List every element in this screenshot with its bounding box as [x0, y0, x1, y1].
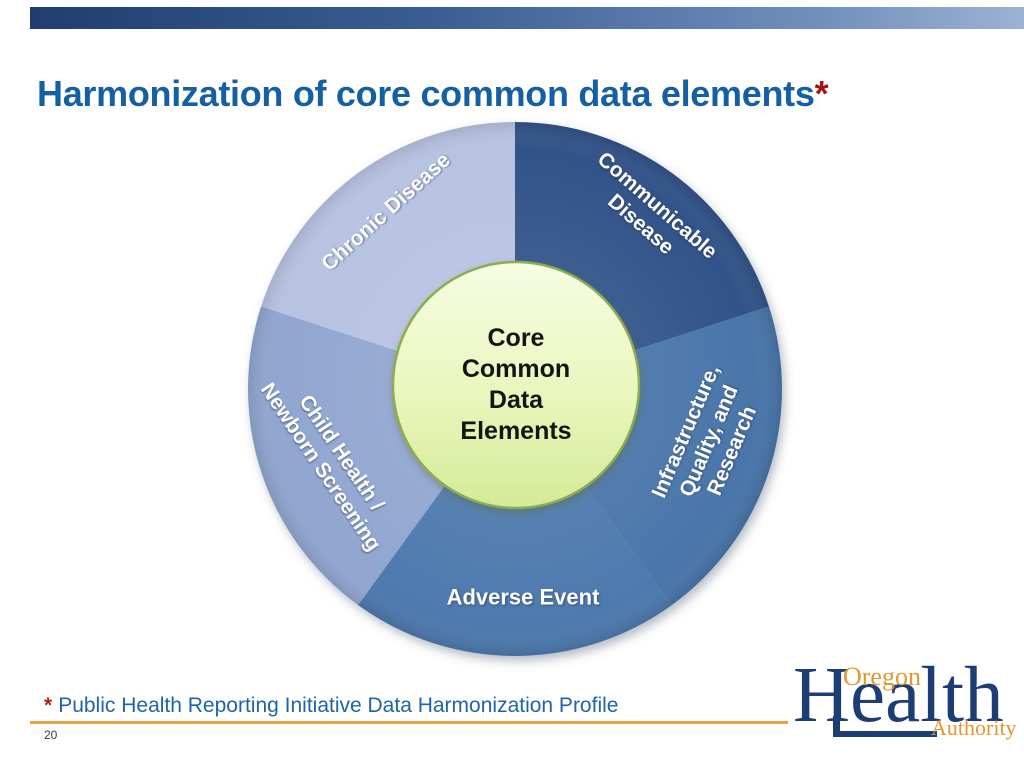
- center-hub-circle: [391, 260, 641, 510]
- top-gradient-bar: [30, 7, 1024, 29]
- segment-label-line: Adverse Event: [446, 584, 600, 610]
- footnote-asterisk: *: [44, 694, 53, 717]
- center-label-line: Common: [461, 355, 571, 383]
- footnote: * Public Health Reporting Initiative Data…: [44, 694, 618, 718]
- center-hub-label: Core Common Data Elements: [460, 323, 571, 447]
- segment-label-adverse-event: Adverse Event: [447, 585, 600, 610]
- page-title-text: Harmonization of core common data elemen…: [37, 73, 815, 115]
- page-title: Harmonization of core common data elemen…: [37, 73, 829, 115]
- center-label-line: Elements: [460, 417, 572, 445]
- footer-rule: [30, 721, 788, 724]
- page-number: 20: [44, 728, 58, 742]
- footnote-text: Public Health Reporting Initiative Data …: [58, 694, 619, 717]
- page-title-asterisk: *: [814, 73, 829, 115]
- center-label-line: Core: [487, 324, 545, 352]
- center-label-line: Data: [488, 386, 544, 414]
